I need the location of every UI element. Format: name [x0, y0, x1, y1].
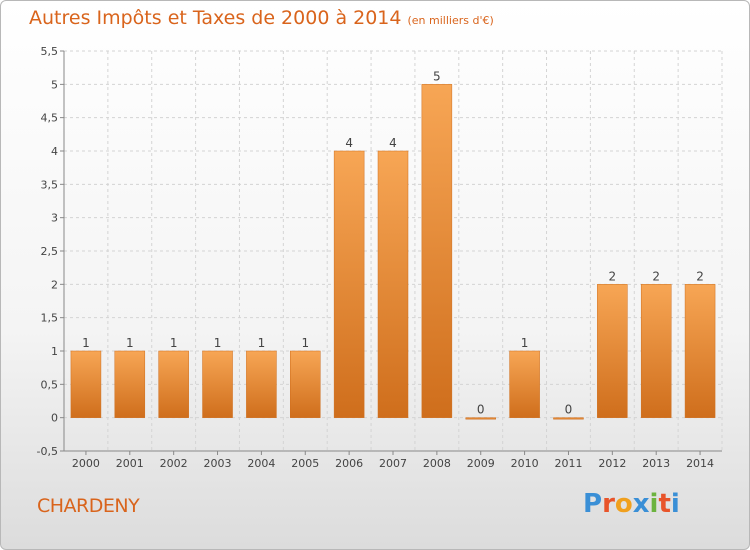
- x-tick-label-2005: 2005: [291, 457, 319, 470]
- x-tick-label-2013: 2013: [642, 457, 670, 470]
- y-tick-label: -0,5: [37, 445, 58, 458]
- logo-letter: r: [602, 489, 615, 519]
- chart-title-text: Autres Impôts et Taxes de 2000 à 2014: [29, 7, 402, 29]
- y-tick-label: 3: [51, 212, 58, 225]
- bar-2010[interactable]: [509, 350, 540, 418]
- value-label-2004: 1: [258, 336, 266, 350]
- y-tick-label: 0: [51, 412, 58, 425]
- logo-letter: i: [649, 489, 659, 519]
- value-label-2009: 0: [477, 403, 485, 417]
- logo-letter: x: [632, 489, 650, 519]
- value-label-2005: 1: [301, 336, 309, 350]
- bar-2005[interactable]: [290, 350, 321, 418]
- value-label-2013: 2: [652, 269, 660, 283]
- logo-letter: t: [658, 489, 671, 519]
- bar-2013[interactable]: [640, 284, 672, 418]
- value-label-2003: 1: [214, 336, 222, 350]
- bar-2002[interactable]: [158, 350, 189, 418]
- bar-2011[interactable]: [553, 417, 584, 420]
- logo-letter: P: [583, 489, 603, 519]
- value-label-2012: 2: [609, 269, 617, 283]
- y-tick-label: 0,5: [41, 378, 59, 391]
- x-tick-label-2012: 2012: [598, 457, 626, 470]
- proxiti-logo[interactable]: Proxiti: [583, 489, 680, 519]
- x-tick-label-2011: 2011: [554, 457, 582, 470]
- label-layer: 1 1 1 1 1 1 4 4 5 0 1 0 2 2 2: [82, 69, 704, 416]
- x-tick-label-2014: 2014: [686, 457, 714, 470]
- x-tick-label-2010: 2010: [511, 457, 539, 470]
- x-tick-label-2009: 2009: [467, 457, 495, 470]
- y-tick-label: 1,5: [41, 312, 59, 325]
- bar-2009[interactable]: [465, 417, 496, 420]
- logo-letter: o: [614, 489, 633, 519]
- value-label-2008: 5: [433, 69, 441, 83]
- value-label-2014: 2: [696, 269, 704, 283]
- value-label-2011: 0: [565, 403, 573, 417]
- value-label-2000: 1: [82, 336, 90, 350]
- logo-letter: i: [670, 489, 680, 519]
- value-label-2007: 4: [389, 136, 397, 150]
- x-tick-label-2007: 2007: [379, 457, 407, 470]
- bar-2006[interactable]: [333, 150, 365, 418]
- bar-2003[interactable]: [202, 350, 233, 418]
- bar-2014[interactable]: [684, 284, 716, 418]
- x-tick-label-2000: 2000: [72, 457, 100, 470]
- x-tick-label-2008: 2008: [423, 457, 451, 470]
- y-tick-label: 2,5: [41, 245, 59, 258]
- y-tick-label: 3,5: [41, 178, 59, 191]
- x-tick-label-2003: 2003: [204, 457, 232, 470]
- bar-2012[interactable]: [597, 284, 628, 418]
- bar-2007[interactable]: [377, 150, 409, 418]
- chart-title: Autres Impôts et Taxes de 2000 à 2014 (en…: [29, 7, 494, 29]
- y-tick-label: 4: [51, 145, 58, 158]
- x-tick-label-2002: 2002: [160, 457, 188, 470]
- y-tick-label: 1: [51, 345, 58, 358]
- commune-name: CHARDENY: [37, 495, 140, 517]
- value-label-2006: 4: [345, 136, 353, 150]
- value-label-2001: 1: [126, 336, 134, 350]
- chart-unit: (en milliers d'€): [407, 14, 494, 27]
- value-label-2002: 1: [170, 336, 178, 350]
- y-tick-label: 5,5: [41, 45, 59, 58]
- y-tick-label: 2: [51, 278, 58, 291]
- x-tick-label-2004: 2004: [247, 457, 275, 470]
- bar-2004[interactable]: [246, 350, 277, 418]
- value-label-2010: 1: [521, 336, 529, 350]
- bar-2000[interactable]: [70, 350, 102, 418]
- y-tick-label: 5: [51, 78, 58, 91]
- x-tick-label-2001: 2001: [116, 457, 144, 470]
- y-tick-label: 4,5: [41, 112, 59, 125]
- x-tick-label-2006: 2006: [335, 457, 363, 470]
- bar-2001[interactable]: [114, 350, 146, 418]
- bar-2008[interactable]: [421, 84, 453, 418]
- bar-layer: [70, 84, 716, 420]
